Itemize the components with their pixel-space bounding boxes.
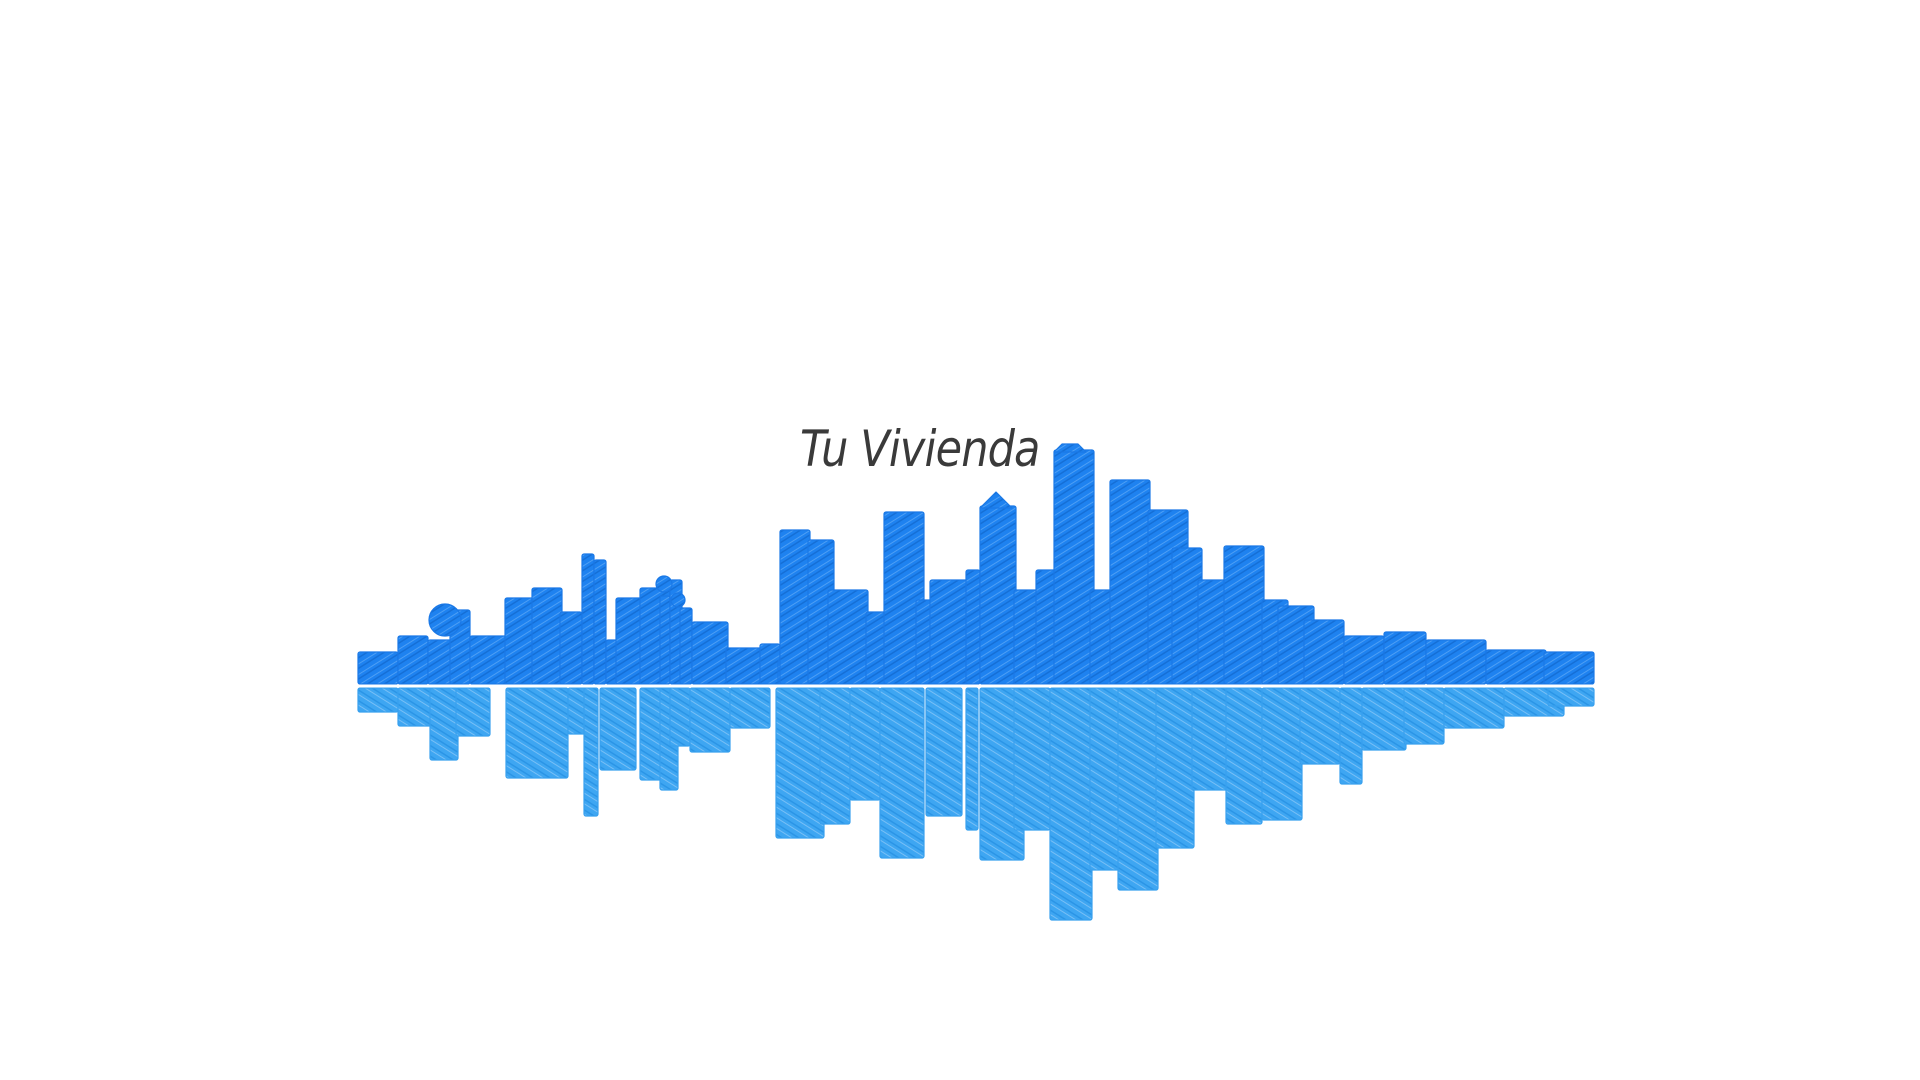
skyline-building — [965, 569, 981, 685]
skyline-building — [1303, 619, 1345, 685]
skyline-reflection-building — [1155, 687, 1195, 849]
skyline-building — [1425, 639, 1487, 685]
skyline-reflection-building — [1261, 687, 1303, 821]
skyline-ornament — [655, 575, 673, 593]
skyline-reflection-building — [1339, 687, 1363, 785]
skyline-building — [865, 611, 887, 685]
skyline-building — [559, 611, 583, 685]
skyline-building — [691, 621, 729, 685]
skyline-reflection-building — [599, 687, 637, 771]
skyline-building — [883, 511, 925, 685]
skyline-reflection-building — [1547, 687, 1595, 707]
brand-title: Tu Vivienda — [800, 420, 1040, 478]
skyline-ornament — [428, 603, 462, 637]
skyline-reflection-building — [1117, 687, 1159, 891]
skyline-reflection-building — [1403, 687, 1445, 745]
skyline-building — [1383, 631, 1427, 685]
skyline-building — [504, 597, 536, 685]
skyline-reflection-building — [1089, 687, 1121, 871]
skyline-building — [659, 595, 671, 685]
skyline-reflection-building — [819, 687, 851, 825]
skyline-reflection-building — [357, 687, 399, 713]
skyline-reflection-building — [1361, 687, 1407, 751]
skyline-reflection-building — [849, 687, 881, 801]
skyline-reflection-building — [689, 687, 731, 753]
skyline-building — [779, 529, 811, 685]
skyline-reflection-building — [925, 687, 963, 817]
skyline-buildings — [357, 443, 1595, 685]
skyline-building — [397, 635, 429, 685]
skyline-building — [357, 651, 399, 685]
skyline-reflection-building — [1225, 687, 1263, 825]
skyline-ornament — [979, 491, 1013, 509]
skyline-building — [827, 589, 869, 685]
skyline-building — [979, 505, 1017, 685]
skyline-reflection — [357, 687, 1595, 921]
skyline-reflection-building — [397, 687, 433, 727]
skyline-reflection-building — [583, 687, 599, 817]
skyline-reflection-building — [1013, 687, 1051, 831]
skyline-building — [759, 643, 781, 685]
skyline-reflection-building — [1299, 687, 1341, 765]
skyline-reflection-building — [879, 687, 925, 859]
skyline-building — [1109, 479, 1151, 685]
skyline-building — [929, 579, 969, 685]
skyline-building — [1053, 449, 1095, 685]
skyline-building — [469, 635, 511, 685]
skyline-reflection-building — [729, 687, 771, 729]
skyline-building — [1543, 651, 1595, 685]
skyline-reflection-building — [775, 687, 825, 839]
skyline-reflection-building — [965, 687, 979, 831]
skyline-building — [581, 553, 595, 685]
skyline-reflection-building — [505, 687, 569, 779]
skyline-building — [679, 607, 693, 685]
skyline-ornament — [1053, 443, 1087, 453]
skyline-reflection-building — [1049, 687, 1093, 921]
skyline-building — [1223, 545, 1265, 685]
skyline-ornament — [670, 592, 686, 608]
skyline-building — [531, 587, 563, 685]
skyline-reflection-building — [669, 687, 691, 747]
skyline-building — [593, 559, 607, 685]
skyline-building — [1485, 649, 1547, 685]
skyline-reflection-building — [455, 687, 491, 737]
skyline-building — [615, 597, 643, 685]
skyline-reflection-building — [1443, 687, 1505, 729]
skyline-reflection-building — [429, 687, 459, 761]
skyline-building — [1343, 635, 1385, 685]
